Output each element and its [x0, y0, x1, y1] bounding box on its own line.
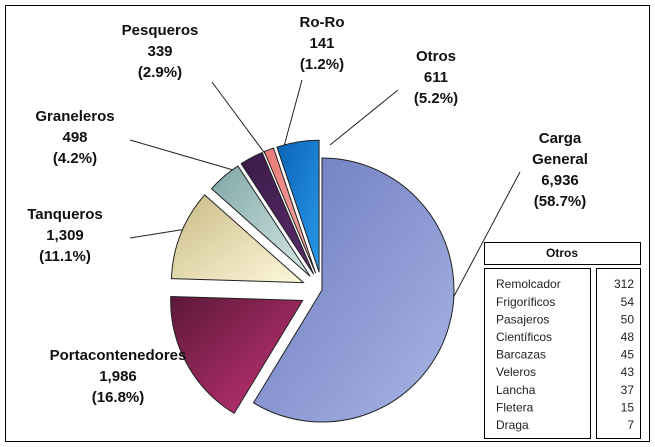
percentage-label: (11.1%)	[39, 248, 91, 265]
slice-label: Ro-Ro 141 (1.2%)	[282, 12, 362, 75]
table-values-box	[596, 268, 641, 439]
table-name: Fletera	[496, 400, 534, 414]
leader-line	[129, 139, 241, 173]
category-name: Otros	[415, 48, 456, 65]
category-name: Tanqueros	[27, 206, 103, 223]
slice-label: Graneleros 498 (4.2%)	[15, 106, 135, 169]
pie-slice	[210, 165, 311, 277]
percentage-label: (58.7%)	[533, 193, 587, 210]
table-name: Veleros	[496, 365, 536, 379]
table-value: 7	[627, 418, 634, 432]
slice-label: Carga General 6,936 (58.7%)	[520, 128, 600, 212]
value-label: 498	[62, 129, 88, 146]
table-value: 45	[621, 348, 635, 362]
value-label: 6,936	[541, 172, 579, 189]
category-name: Pesqueros	[121, 22, 199, 39]
table-title: Otros	[546, 246, 578, 260]
category-name: Portacontenedores	[49, 347, 187, 364]
value-label: 1,986	[99, 368, 137, 385]
value-label: 339	[147, 43, 173, 60]
pie-slice	[240, 151, 314, 275]
table-name: Frigoríficos	[496, 295, 555, 309]
leader-line	[451, 171, 521, 301]
pie-slice	[252, 157, 455, 423]
percentage-label: (2.9%)	[137, 64, 183, 81]
table-value: 312	[614, 277, 634, 291]
percentage-label: (1.2%)	[299, 56, 345, 73]
pie-slice	[170, 295, 304, 415]
pie-slice	[170, 194, 305, 284]
frame	[5, 5, 650, 442]
table: Otros Remolcador 312 Frigoríficos 54 Pasajer…	[484, 242, 641, 439]
table-name: Barcazas	[496, 348, 546, 362]
slice-label: Portacontenedores 1,986 (16.8%)	[18, 345, 218, 408]
category-name: Graneleros	[35, 108, 115, 125]
leader-line	[282, 79, 303, 151]
table-header-box	[484, 242, 641, 265]
table-name: Científicos	[496, 330, 552, 344]
table-value: 54	[621, 295, 635, 309]
table-name: Lancha	[496, 383, 536, 397]
pie	[170, 139, 455, 423]
pie-slice	[263, 147, 317, 274]
table-names-box	[484, 268, 591, 439]
table-name: Remolcador	[496, 277, 561, 291]
category-name: Carga General	[532, 130, 588, 168]
leader-line	[329, 89, 399, 146]
category-name: Ro-Ro	[299, 14, 345, 31]
percentage-label: (5.2%)	[413, 90, 459, 107]
percentage-label: (4.2%)	[52, 150, 98, 167]
table-value: 37	[621, 383, 635, 397]
table-name: Draga	[496, 418, 529, 432]
table-value: 43	[621, 365, 635, 379]
pie-slice	[276, 139, 320, 273]
value-label: 611	[423, 69, 449, 86]
slice-label: Pesqueros 339 (2.9%)	[100, 20, 220, 83]
table-value: 15	[621, 400, 635, 414]
slice-label: Otros 611 (5.2%)	[396, 46, 476, 109]
percentage-label: (16.8%)	[91, 389, 145, 406]
value-label: 1,309	[46, 227, 84, 244]
table-value: 48	[621, 330, 635, 344]
table-name: Pasajeros	[496, 312, 549, 326]
table-value: 50	[621, 312, 635, 326]
slice-label: Tanqueros 1,309 (11.1%)	[5, 204, 125, 267]
leader-line	[211, 81, 267, 156]
value-label: 141	[309, 35, 335, 52]
